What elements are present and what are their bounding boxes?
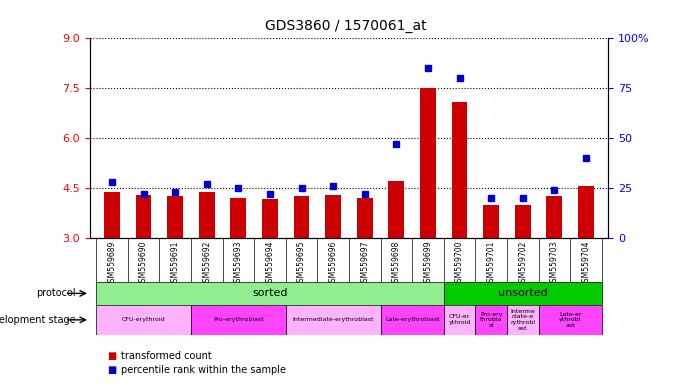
Bar	[135, 195, 151, 338]
Bar	[96, 305, 191, 335]
Bar	[547, 196, 562, 338]
Text: GSM559695: GSM559695	[297, 240, 306, 287]
Text: GSM559700: GSM559700	[455, 240, 464, 287]
Text: GSM559701: GSM559701	[486, 240, 495, 287]
Text: transformed count: transformed count	[121, 351, 211, 361]
Bar	[444, 305, 475, 335]
Text: protocol: protocol	[37, 288, 76, 298]
Bar	[231, 198, 246, 338]
Bar	[96, 282, 444, 305]
Text: Intermediate-erythroblast: Intermediate-erythroblast	[292, 317, 374, 323]
Text: percentile rank within the sample: percentile rank within the sample	[121, 365, 286, 375]
Text: GSM559693: GSM559693	[234, 240, 243, 287]
Bar	[444, 282, 602, 305]
Bar	[388, 181, 404, 338]
Text: CFU-er
ythroid: CFU-er ythroid	[448, 314, 471, 325]
Bar	[475, 305, 507, 335]
Text: GSM559698: GSM559698	[392, 240, 401, 287]
Text: GSM559689: GSM559689	[107, 240, 117, 287]
Bar	[325, 195, 341, 338]
Bar	[357, 199, 372, 338]
Bar	[578, 186, 594, 338]
Text: GSM559703: GSM559703	[550, 240, 559, 287]
Bar	[104, 192, 120, 338]
Text: ■: ■	[107, 351, 116, 361]
Bar	[191, 305, 286, 335]
Text: GSM559704: GSM559704	[581, 240, 591, 287]
Text: GSM559690: GSM559690	[139, 240, 148, 287]
Bar	[452, 102, 467, 338]
Text: CFU-erythroid: CFU-erythroid	[122, 317, 165, 323]
Text: Late-er
ythrobl
ast: Late-er ythrobl ast	[559, 311, 581, 328]
Text: sorted: sorted	[252, 288, 287, 298]
Text: Interme
diate-e
rythrobl
ast: Interme diate-e rythrobl ast	[510, 309, 536, 331]
Text: unsorted: unsorted	[498, 288, 548, 298]
Text: GSM559694: GSM559694	[265, 240, 274, 287]
Bar	[294, 196, 310, 338]
Bar	[515, 205, 531, 338]
Text: GDS3860 / 1570061_at: GDS3860 / 1570061_at	[265, 19, 426, 33]
Text: GSM559699: GSM559699	[424, 240, 433, 287]
Bar	[199, 192, 215, 338]
Text: GSM559702: GSM559702	[518, 240, 527, 287]
Text: GSM559697: GSM559697	[360, 240, 369, 287]
Bar	[381, 305, 444, 335]
Text: development stage: development stage	[0, 315, 76, 325]
Text: GSM559696: GSM559696	[329, 240, 338, 287]
Bar	[507, 305, 538, 335]
Bar	[538, 305, 602, 335]
Text: GSM559691: GSM559691	[171, 240, 180, 287]
Text: Late-erythroblast: Late-erythroblast	[385, 317, 439, 323]
Text: GSM559692: GSM559692	[202, 240, 211, 287]
Text: Pro-ery
throbla
st: Pro-ery throbla st	[480, 311, 502, 328]
Bar	[262, 199, 278, 338]
Text: Pro-erythroblast: Pro-erythroblast	[213, 317, 264, 323]
Bar	[420, 88, 436, 338]
Bar	[483, 205, 499, 338]
Bar	[286, 305, 381, 335]
Bar	[167, 196, 183, 338]
Text: ■: ■	[107, 365, 116, 375]
